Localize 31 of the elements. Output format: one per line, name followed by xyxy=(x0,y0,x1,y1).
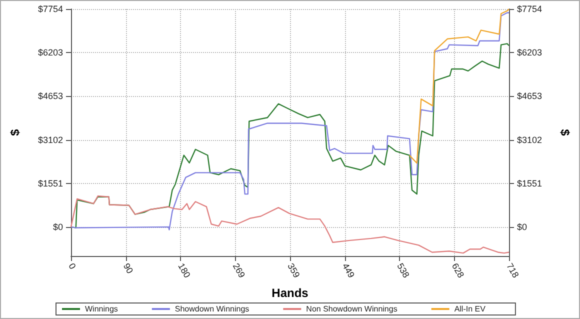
y-tick-label: $0 xyxy=(52,222,63,232)
y-tick-label: $6203 xyxy=(38,48,63,58)
x-tick-label: 359 xyxy=(286,262,302,280)
y-tick-label: $4653 xyxy=(38,91,63,102)
x-tick-label: 180 xyxy=(176,262,192,280)
y2-axis-title: $ xyxy=(558,129,572,136)
x-tick-label: 90 xyxy=(121,262,136,276)
y2-tick-label: $1551 xyxy=(517,178,542,188)
x-tick-label: 269 xyxy=(230,262,248,280)
legend-label: Non Showdown Winnings xyxy=(306,304,398,314)
y-tick-label: $7754 xyxy=(38,4,63,14)
y2-tick-label: $4653 xyxy=(517,91,542,102)
x-tick-label: 449 xyxy=(340,262,357,280)
line-series xyxy=(70,195,510,254)
x-tick-label: 628 xyxy=(450,262,466,280)
x-tick-label: 718 xyxy=(504,262,521,280)
y-tick-label: $1551 xyxy=(38,178,63,188)
y2-tick-label: $0 xyxy=(517,222,528,232)
y2-tick-label: $7754 xyxy=(517,4,542,14)
x-tick-label: 538 xyxy=(395,262,412,280)
x-tick-label: 0 xyxy=(66,262,78,271)
legend-label: Winnings xyxy=(85,304,118,314)
y2-tick-label: $3102 xyxy=(517,134,542,145)
y2-tick-label: $6203 xyxy=(517,48,542,58)
legend-label: All-In EV xyxy=(454,304,486,314)
x-axis-title: Hands xyxy=(272,286,309,300)
y-axis-title: $ xyxy=(8,128,22,136)
legend-label: Showdown Winnings xyxy=(174,304,250,314)
y-tick-label: $3102 xyxy=(38,134,63,145)
line-series xyxy=(408,8,510,164)
line-series xyxy=(70,12,510,230)
